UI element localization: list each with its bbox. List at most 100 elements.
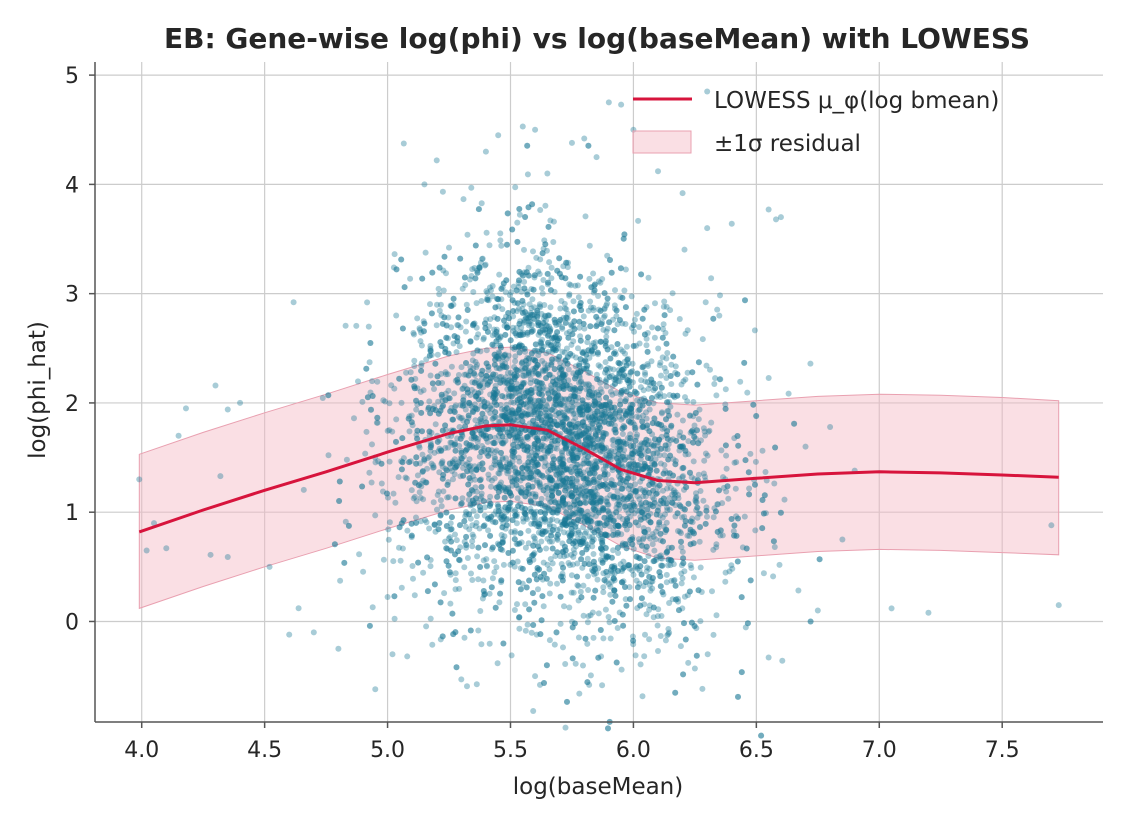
data-point: [687, 529, 694, 536]
data-point: [436, 264, 443, 271]
data-point: [517, 341, 523, 348]
data-point: [687, 562, 694, 569]
data-point: [518, 436, 525, 443]
data-point: [635, 217, 642, 224]
data-point: [513, 482, 520, 489]
data-point: [450, 295, 457, 302]
data-point: [651, 558, 658, 564]
data-point: [545, 331, 552, 338]
data-point: [414, 427, 421, 434]
data-point: [709, 588, 715, 595]
data-point: [568, 407, 575, 414]
data-point: [447, 571, 454, 578]
data-point: [503, 414, 510, 421]
data-point: [561, 402, 568, 409]
data-point: [524, 329, 531, 336]
data-point: [491, 351, 498, 358]
data-point: [710, 631, 717, 638]
data-point: [661, 312, 668, 319]
data-point: [534, 565, 541, 571]
data-point: [640, 412, 646, 419]
data-point: [603, 383, 610, 390]
data-point: [473, 495, 479, 502]
data-point: [564, 520, 571, 527]
data-point: [656, 452, 663, 459]
data-point: [636, 496, 643, 503]
data-point: [585, 142, 592, 149]
data-point: [462, 328, 469, 335]
data-point: [497, 237, 504, 244]
data-point: [398, 458, 405, 465]
data-point: [717, 527, 724, 534]
data-point: [491, 314, 498, 321]
data-point: [545, 279, 552, 286]
data-point: [400, 517, 407, 524]
data-point: [580, 359, 587, 365]
data-point: [651, 547, 658, 554]
data-point: [661, 393, 668, 400]
data-point: [451, 390, 458, 397]
data-point: [475, 627, 482, 634]
data-point: [525, 318, 532, 325]
data-point: [542, 330, 549, 336]
data-point: [575, 294, 582, 301]
data-point: [553, 355, 559, 362]
data-point: [542, 516, 549, 523]
data-point: [566, 281, 573, 288]
data-point: [725, 495, 732, 502]
data-point: [667, 403, 674, 410]
data-point: [499, 486, 506, 493]
data-point: [479, 595, 486, 602]
data-point: [664, 428, 671, 435]
data-point: [535, 319, 542, 326]
data-point: [405, 415, 412, 422]
data-point: [500, 378, 507, 384]
data-point: [554, 441, 561, 447]
data-point: [448, 468, 455, 474]
data-point: [426, 525, 433, 532]
data-point: [539, 347, 546, 354]
data-point: [541, 315, 547, 322]
data-point: [502, 360, 509, 367]
data-point: [590, 304, 597, 311]
data-point: [558, 449, 565, 456]
data-point: [499, 536, 506, 542]
data-point: [552, 467, 559, 474]
data-point: [422, 249, 429, 256]
data-point: [771, 480, 778, 487]
data-point: [639, 503, 646, 510]
data-point: [500, 520, 507, 527]
data-point: [655, 392, 662, 399]
data-point: [610, 436, 617, 443]
data-point: [498, 285, 505, 292]
data-point: [619, 425, 626, 432]
data-point: [481, 415, 488, 421]
data-point: [561, 543, 568, 550]
data-point: [547, 304, 554, 311]
data-point: [576, 388, 583, 395]
data-point: [733, 459, 740, 466]
data-point: [426, 428, 433, 435]
data-point: [641, 528, 648, 535]
data-point: [607, 583, 614, 590]
data-point: [681, 486, 687, 493]
data-point: [501, 363, 507, 370]
data-point: [770, 538, 777, 545]
data-point: [530, 286, 537, 293]
data-point: [420, 318, 427, 325]
data-point: [522, 601, 529, 608]
data-point: [649, 578, 656, 585]
data-point: [439, 427, 446, 434]
data-point: [672, 582, 679, 589]
data-point: [473, 681, 480, 688]
data-point: [531, 443, 538, 450]
data-point: [623, 506, 630, 513]
data-point: [751, 327, 758, 334]
data-point: [455, 322, 462, 329]
data-point: [574, 401, 581, 408]
data-point: [533, 364, 540, 371]
data-point: [532, 357, 539, 364]
data-point: [546, 396, 553, 403]
data-point: [563, 306, 570, 313]
data-point: [478, 484, 485, 491]
